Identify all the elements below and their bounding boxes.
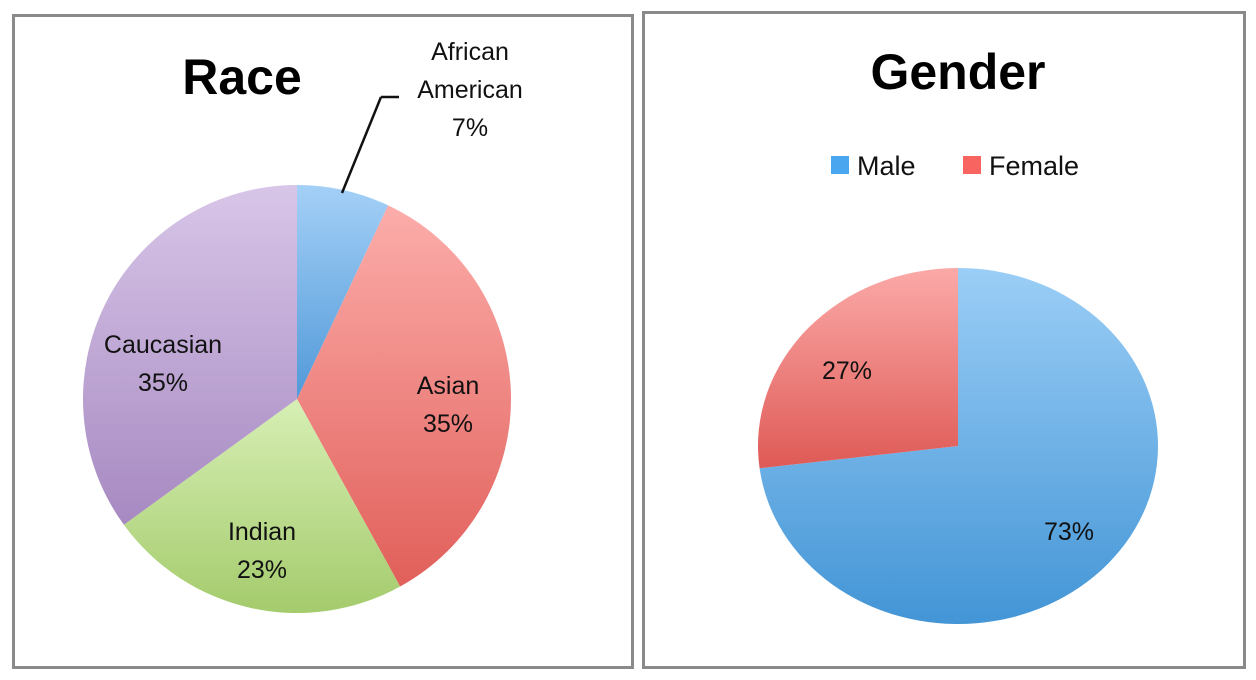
legend-swatch-male	[831, 156, 849, 174]
race-label-indian: Indian 23%	[228, 518, 296, 584]
legend-label-male: Male	[857, 151, 916, 181]
race-label-asian: Asian 35%	[417, 372, 480, 438]
legend-label-female: Female	[989, 151, 1079, 181]
gender-slice-male	[759, 268, 1158, 624]
african-american-leader-line	[340, 96, 383, 194]
race-slice-caucasian	[83, 185, 297, 525]
gender-label-male: 73%	[1044, 518, 1094, 546]
legend-swatch-female	[963, 156, 981, 174]
race-slice-indian	[123, 399, 401, 613]
gender-slice-female	[758, 268, 958, 469]
race-slice-asian	[297, 205, 511, 587]
race-chart-panel: Race African American 7% Asian 35% Indian 23% C…	[12, 14, 634, 669]
gender-label-female: 27%	[822, 357, 872, 385]
race-chart-title: Race	[182, 49, 302, 105]
gender-pie-chart: Gender Male Female 73% 27%	[758, 44, 1158, 624]
gender-chart-panel: Gender Male Female 73% 27%	[642, 11, 1246, 669]
gender-chart-title: Gender	[870, 44, 1045, 100]
gender-legend: Male Female	[831, 151, 1079, 181]
race-pie-chart: Race African American 7% Asian 35% Indian 23% C…	[83, 38, 523, 613]
race-label-caucasian: Caucasian 35%	[104, 331, 222, 397]
race-label-african-american: African American 7%	[417, 38, 523, 142]
race-slice-african-american	[297, 185, 389, 399]
